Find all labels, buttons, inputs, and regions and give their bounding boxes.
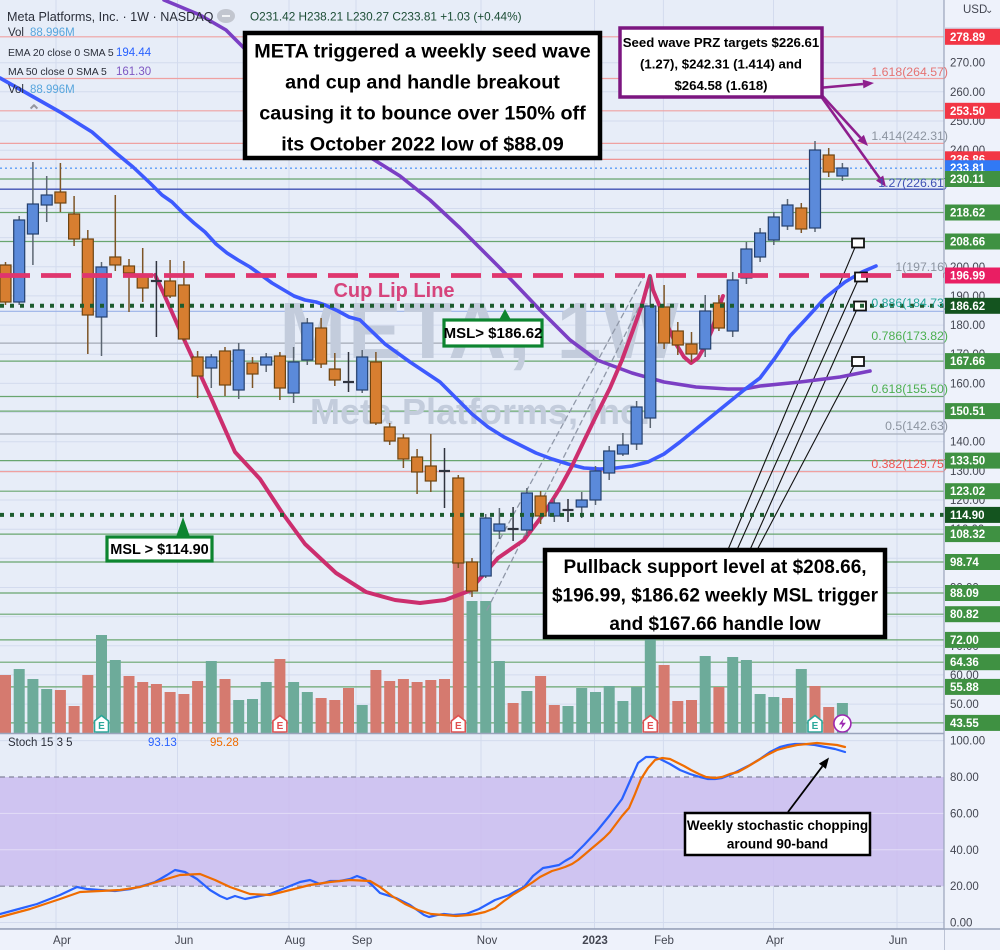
svg-text:133.50: 133.50 [950, 456, 985, 468]
svg-text:causing it to bounce over 150%: causing it to bounce over 150% off [259, 103, 586, 125]
svg-text:98.74: 98.74 [950, 557, 979, 569]
svg-text:180.00: 180.00 [950, 320, 985, 332]
svg-text:80.00: 80.00 [950, 772, 979, 784]
svg-text:MSL> $186.62: MSL> $186.62 [444, 325, 543, 342]
svg-text:and $167.66 handle low: and $167.66 handle low [609, 614, 820, 635]
svg-text:Stoch 15 3 5: Stoch 15 3 5 [8, 737, 73, 749]
svg-text:20.00: 20.00 [950, 881, 979, 893]
svg-text:⌃: ⌃ [27, 102, 41, 121]
svg-text:140.00: 140.00 [950, 437, 985, 449]
svg-text:88.996M: 88.996M [30, 84, 75, 96]
svg-text:META triggered a weekly seed w: META triggered a weekly seed wave [254, 41, 590, 63]
svg-text:$264.58 (1.618): $264.58 (1.618) [674, 78, 767, 93]
svg-text:its October 2022 low of $88.09: its October 2022 low of $88.09 [281, 134, 564, 156]
svg-text:186.62: 186.62 [950, 301, 985, 313]
svg-text:Nov: Nov [477, 935, 498, 947]
svg-text:0.786(173.82): 0.786(173.82) [871, 329, 948, 343]
svg-text:Apr: Apr [766, 935, 784, 947]
svg-text:Jun: Jun [889, 935, 908, 947]
svg-text:Vol: Vol [8, 27, 24, 39]
svg-text:250.00: 250.00 [950, 116, 985, 128]
svg-text:Meta Platforms, Inc. · 1W · NA: Meta Platforms, Inc. · 1W · NASDAQ [7, 10, 214, 24]
svg-text:43.55: 43.55 [950, 718, 979, 730]
svg-text:50.00: 50.00 [950, 699, 979, 711]
svg-text:1.27(226.61): 1.27(226.61) [878, 176, 948, 190]
svg-text:64.36: 64.36 [950, 657, 979, 669]
svg-text:E: E [98, 721, 105, 732]
svg-text:USD: USD [963, 4, 987, 16]
svg-text:95.28: 95.28 [210, 737, 239, 749]
svg-text:Jun: Jun [175, 935, 194, 947]
svg-text:130.00: 130.00 [950, 466, 985, 478]
svg-text:Aug: Aug [285, 935, 305, 947]
svg-text:Vol: Vol [8, 84, 24, 96]
svg-text:Seed wave PRZ targets $226.61: Seed wave PRZ targets $226.61 [623, 35, 819, 50]
svg-text:E: E [812, 721, 819, 732]
svg-text:EMA 20 close 0 SMA 5: EMA 20 close 0 SMA 5 [8, 48, 114, 59]
svg-text:$196.99, $186.62 weekly MSL tr: $196.99, $186.62 weekly MSL trigger [552, 586, 879, 607]
svg-text:150.51: 150.51 [950, 406, 986, 418]
svg-text:253.50: 253.50 [950, 106, 985, 118]
svg-text:196.99: 196.99 [950, 271, 985, 283]
svg-text:108.32: 108.32 [950, 529, 985, 541]
svg-text:72.00: 72.00 [950, 635, 979, 647]
svg-text:Apr: Apr [53, 935, 71, 947]
svg-text:E: E [455, 721, 462, 732]
svg-text:2023: 2023 [582, 935, 608, 947]
svg-text:167.66: 167.66 [950, 356, 985, 368]
svg-text:0.886(184.73): 0.886(184.73) [871, 296, 948, 310]
svg-text:1.618(264.57): 1.618(264.57) [871, 65, 948, 79]
svg-text:123.02: 123.02 [950, 486, 985, 498]
svg-text:O231.42 H238.21 L230.27 C233.8: O231.42 H238.21 L230.27 C233.81 +1.03 (+… [250, 10, 522, 24]
svg-text:Weekly stochastic chopping: Weekly stochastic chopping [687, 818, 868, 833]
svg-text:60.00: 60.00 [950, 808, 979, 820]
svg-text:Sep: Sep [352, 935, 372, 947]
svg-text:55.88: 55.88 [950, 682, 979, 694]
svg-text:260.00: 260.00 [950, 87, 985, 99]
svg-text:0.382(129.75): 0.382(129.75) [871, 457, 948, 471]
svg-text:218.62: 218.62 [950, 208, 985, 220]
svg-text:MA 50 close 0 SMA 5: MA 50 close 0 SMA 5 [8, 67, 107, 78]
svg-text:Feb: Feb [654, 935, 674, 947]
svg-text:⌄: ⌄ [985, 5, 993, 16]
svg-text:194.44: 194.44 [116, 47, 152, 59]
svg-text:270.00: 270.00 [950, 58, 985, 70]
svg-text:161.30: 161.30 [116, 66, 151, 78]
svg-text:around 90-band: around 90-band [727, 836, 828, 851]
svg-text:93.13: 93.13 [148, 737, 177, 749]
svg-text:0.5(142.63): 0.5(142.63) [885, 419, 948, 433]
svg-text:1.414(242.31): 1.414(242.31) [871, 129, 948, 143]
svg-text:278.89: 278.89 [950, 32, 985, 44]
svg-text:114.90: 114.90 [950, 510, 985, 522]
svg-text:100.00: 100.00 [950, 736, 985, 748]
svg-text:(1.27), $242.31 (1.414) and: (1.27), $242.31 (1.414) and [640, 57, 802, 72]
svg-text:E: E [277, 721, 284, 732]
svg-text:MSL > $114.90: MSL > $114.90 [110, 542, 208, 558]
svg-text:40.00: 40.00 [950, 845, 979, 857]
svg-text:160.00: 160.00 [950, 378, 985, 390]
svg-text:88.996M: 88.996M [30, 27, 75, 39]
svg-text:0.00: 0.00 [950, 918, 972, 930]
svg-text:230.11: 230.11 [950, 174, 985, 186]
svg-text:208.66: 208.66 [950, 237, 985, 249]
svg-text:Cup Lip Line: Cup Lip Line [333, 280, 454, 302]
svg-text:E: E [647, 721, 654, 732]
svg-text:0.618(155.50): 0.618(155.50) [871, 382, 948, 396]
svg-text:88.09: 88.09 [950, 588, 979, 600]
svg-text:Pullback support level at $208: Pullback support level at $208.66, [563, 557, 866, 578]
svg-text:and cup and handle breakout: and cup and handle breakout [285, 72, 560, 94]
svg-text:80.82: 80.82 [950, 609, 979, 621]
svg-text:1(197.16): 1(197.16) [895, 260, 948, 274]
